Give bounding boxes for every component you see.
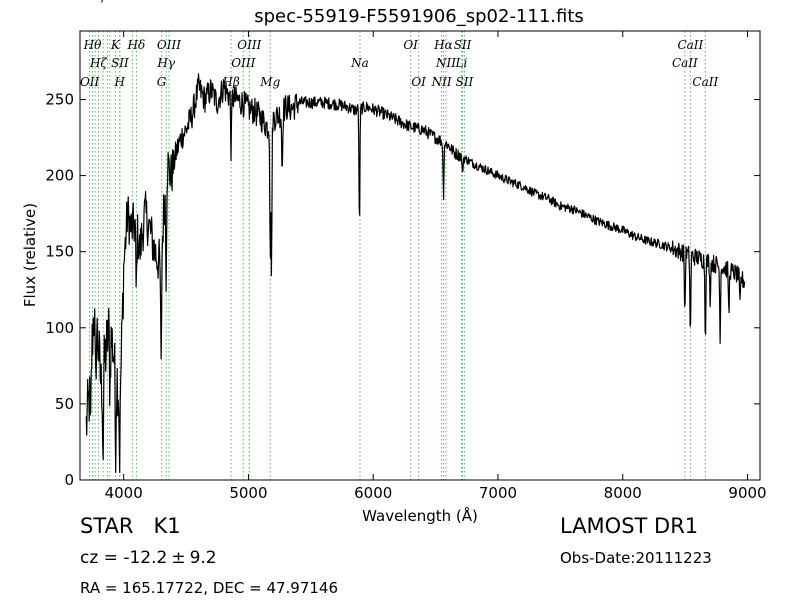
survey-name: LAMOST DR1 xyxy=(560,514,699,538)
spectral-line-label: OIII xyxy=(237,38,261,52)
chart-title: spec-55919-F5591906_sp02-111.fits xyxy=(254,6,584,27)
observation-date: Obs-Date:20111223 xyxy=(560,549,712,567)
spectral-line-label: CaII xyxy=(692,75,718,89)
spectral-line-label: NII xyxy=(431,75,452,89)
ra-dec-coordinates: RA = 165.17722, DEC = 47.97146 xyxy=(80,579,339,597)
spectral-line-label: Hγ xyxy=(156,56,175,70)
object-subclass-value: K1 xyxy=(153,514,181,538)
spectral-line-label: Hη xyxy=(85,0,104,3)
spectral-line-label: Hβ xyxy=(221,75,239,89)
spectral-line-label: Hθ xyxy=(83,38,102,52)
redshift-readout: cz = -12.2 ±9.2 xyxy=(80,548,217,568)
spectral-line-label: OI xyxy=(403,38,418,52)
y-tick-label: 50 xyxy=(55,395,74,413)
spectrum-line xyxy=(85,73,746,473)
spectral-line-label: Mg xyxy=(259,75,280,89)
spectral-line-label: CaII xyxy=(677,38,703,52)
x-tick-label: 4000 xyxy=(105,484,143,502)
spectral-line-label: H xyxy=(113,75,125,89)
y-tick-label: 200 xyxy=(45,167,74,185)
spectral-line-label: CaII xyxy=(672,56,698,70)
spectral-line-labels: OII Hθ Hη HζK H SII Hδ G Hγ OIII Hβ OIII OIII Mg Na OI O… xyxy=(80,0,719,89)
x-tick-label: 7000 xyxy=(479,484,517,502)
object-class: STAR K1 xyxy=(80,514,181,538)
x-tick-label: 9000 xyxy=(728,484,766,502)
y-tick-label: 150 xyxy=(45,243,74,261)
object-class-value: STAR xyxy=(80,514,134,538)
spectral-line-label: OIII xyxy=(231,56,255,70)
spectral-line-label: SII xyxy=(454,38,472,52)
y-tick-label: 250 xyxy=(45,90,74,108)
x-tick-label: 6000 xyxy=(354,484,392,502)
spectrum-series xyxy=(85,73,746,473)
spectral-line-label: Hα xyxy=(433,38,453,52)
y-tick-label: 100 xyxy=(45,319,74,337)
x-axis-label: Wavelength (Å) xyxy=(362,506,478,525)
axis-ticks: 4000 5000 6000 7000 8000 9000 0 50 100 150 200 250 xyxy=(45,31,767,502)
spectral-line-label: OIII xyxy=(157,38,181,52)
cz-error: 9.2 xyxy=(189,548,217,568)
plot-frame xyxy=(79,30,761,481)
x-tick-label: 5000 xyxy=(229,484,267,502)
y-tick-label: 0 xyxy=(64,471,74,489)
spectral-line-label: SII xyxy=(111,56,129,70)
spectral-line-label: SII xyxy=(456,75,474,89)
spectral-line-label: K xyxy=(110,38,121,52)
y-axis-label: Flux (relative) xyxy=(21,203,39,307)
spectral-line-label: Na xyxy=(350,56,369,70)
spectral-line-label: OII xyxy=(80,75,100,89)
spectral-line-label: Hδ xyxy=(127,38,146,52)
spectral-line-label: OI xyxy=(411,75,426,89)
spectral-line-label: Hζ xyxy=(89,56,108,70)
spectral-line-markers xyxy=(89,31,706,480)
cz-plus-minus: ± xyxy=(171,548,186,568)
spectral-line-label: G xyxy=(157,75,167,89)
x-tick-label: 8000 xyxy=(604,484,642,502)
spectral-line-label: Li xyxy=(455,56,468,70)
cz-value: cz = -12.2 xyxy=(80,548,168,568)
spectral-line-label: NII xyxy=(435,56,456,70)
